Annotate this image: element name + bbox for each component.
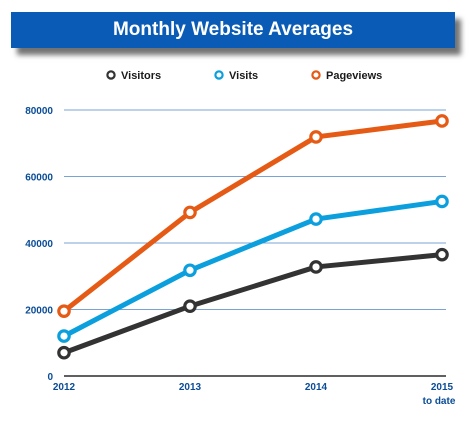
data-point-visitors-2013 (183, 299, 197, 313)
chart-title-banner: Monthly Website Averages (11, 12, 455, 48)
legend-label-visits: Visits (229, 70, 258, 82)
data-point-visits-2013 (183, 263, 197, 278)
data-point-visits-2015 (435, 194, 449, 209)
gridlines (64, 109, 446, 377)
legend-label-pageviews: Pageviews (326, 70, 382, 82)
y-tick-label-60000: 60000 (25, 173, 53, 184)
legend: Visitors Visits Pageviews (106, 70, 382, 82)
legend-marker-visitors (106, 70, 116, 80)
x-tick-label-2015: 2015 (431, 382, 454, 393)
y-tick-label-20000: 20000 (25, 306, 53, 317)
legend-marker-pageviews (311, 70, 321, 80)
data-point-visits-2012 (57, 329, 71, 343)
x-tick-sublabel-2015: to date (423, 396, 456, 407)
data-point-pageviews-2015 (435, 114, 449, 128)
x-axis: 2012 2013 2014 2015 to date (53, 382, 456, 407)
y-tick-label-40000: 40000 (25, 239, 53, 250)
x-tick-label-2013: 2013 (179, 382, 202, 393)
y-tick-label-80000: 80000 (25, 106, 53, 117)
series-lines (57, 114, 449, 360)
legend-marker-visits (214, 70, 224, 80)
legend-label-visitors: Visitors (121, 70, 161, 82)
series-line-visits (62, 198, 443, 339)
series-line-pageviews (62, 118, 443, 314)
y-axis: 0 20000 40000 60000 80000 (25, 106, 53, 383)
data-point-pageviews-2012 (57, 304, 71, 318)
data-point-visitors-2015 (435, 247, 449, 262)
data-point-visitors-2012 (57, 345, 71, 360)
data-point-visits-2014 (309, 212, 323, 226)
series-line-visitors (63, 252, 443, 356)
data-point-pageviews-2014 (309, 130, 323, 144)
x-tick-label-2012: 2012 (53, 382, 76, 393)
y-tick-label-0: 0 (47, 372, 53, 383)
data-point-pageviews-2013 (183, 205, 197, 220)
chart-title: Monthly Website Averages (112, 19, 354, 40)
data-point-visitors-2014 (309, 260, 323, 274)
x-tick-label-2014: 2014 (305, 382, 328, 393)
